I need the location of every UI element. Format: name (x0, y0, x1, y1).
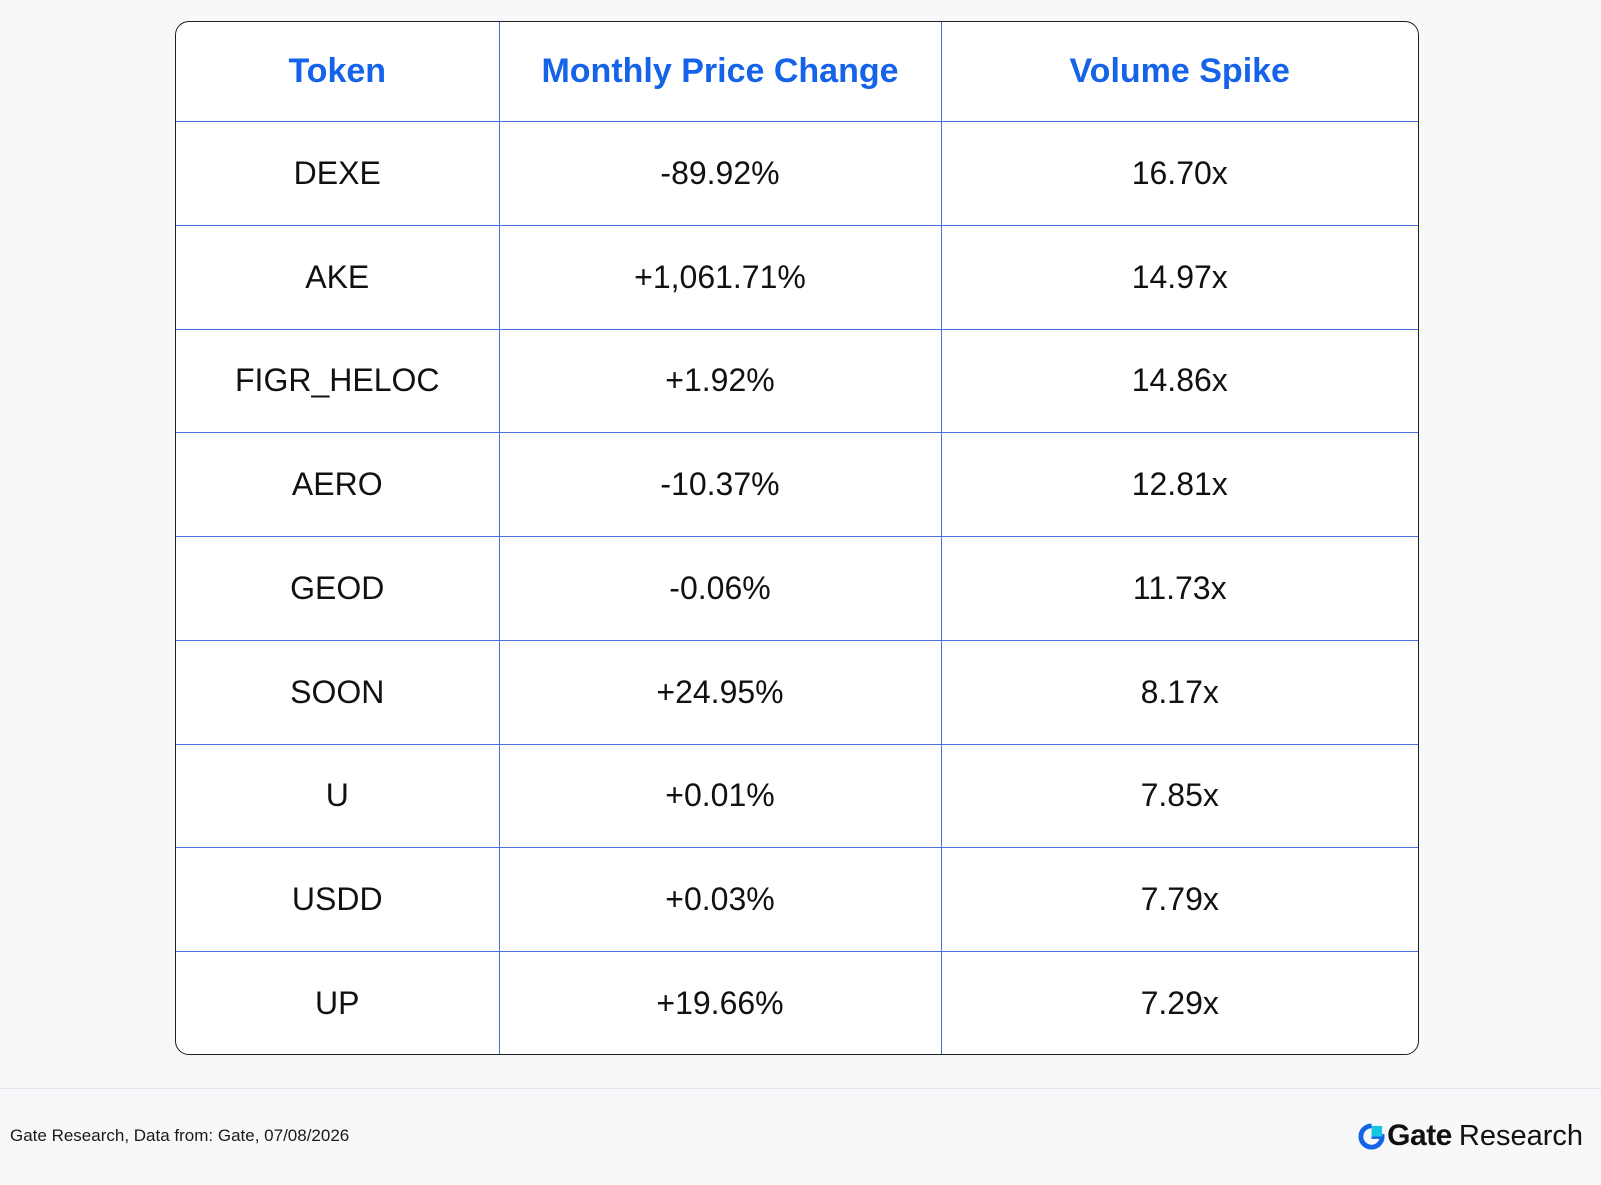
volume-spike-table: Token Monthly Price Change Volume Spike … (176, 22, 1418, 1054)
table-row: U +0.01% 7.85x (176, 743, 1418, 848)
header-volume-spike: Volume Spike (940, 22, 1418, 122)
table-row: DEXE -89.92% 16.70x (176, 121, 1418, 226)
brand-suffix: Research (1458, 1119, 1583, 1152)
token-cell: DEXE (293, 154, 381, 191)
token-cell: GEOD (176, 536, 499, 641)
table-header-row: Token Monthly Price Change Volume Spike (176, 22, 1418, 122)
token-cell: FIGR_HELOC (176, 328, 499, 433)
token-cell: AKE (176, 224, 499, 329)
volume-spike-cell: 11.73x (940, 536, 1418, 641)
gate-research-logo: Gate Research (1358, 1118, 1583, 1154)
table-row: USDD +0.03% 7.79x (176, 847, 1418, 952)
table-row: FIGR_HELOC +1.92% 14.86x (176, 328, 1418, 433)
volume-spike-cell: 14.86x (940, 328, 1418, 433)
price-change-cell: +0.03% (498, 847, 941, 952)
header-monthly-price-change: Monthly Price Change (498, 22, 941, 122)
table-row: UP +19.66% 7.29x (176, 951, 1418, 1054)
volume-spike-cell: 7.79x (940, 847, 1418, 952)
token-cell: SOON (176, 639, 499, 744)
token-cell: U (176, 743, 499, 848)
table-row: AERO -10.37% 12.81x (176, 432, 1418, 537)
volume-spike-cell: 7.85x (940, 743, 1418, 848)
price-change-cell: -0.06% (498, 536, 941, 641)
volume-spike-cell: 14.97x (940, 224, 1418, 329)
data-source-note: Gate Research, Data from: Gate, 07/08/20… (10, 1126, 350, 1145)
volume-spike-cell: 7.29x (940, 951, 1418, 1054)
brand-name: Gate (1387, 1119, 1452, 1152)
token-cell: USDD (176, 847, 499, 952)
price-change-cell: +1,061.71% (498, 224, 941, 329)
volume-spike-cell: 16.70x (940, 121, 1418, 226)
token-cell: UP (176, 951, 499, 1054)
table-row: GEOD -0.06% 11.73x (176, 536, 1418, 641)
price-change-cell: +24.95% (498, 639, 941, 744)
token-cell: AERO (176, 432, 499, 537)
gate-logo-icon (1358, 1122, 1385, 1149)
table-row: AKE +1,061.71% 14.97x (176, 224, 1418, 329)
footer-divider (0, 1088, 1601, 1089)
price-change-cell: -10.37% (498, 432, 941, 537)
data-table-frame: Token Monthly Price Change Volume Spike … (175, 21, 1419, 1055)
volume-spike-cell: 8.17x (940, 639, 1418, 744)
price-change-cell: +0.01% (498, 743, 941, 848)
price-change-cell: -89.92% (498, 121, 941, 226)
price-change-cell: +19.66% (498, 951, 941, 1054)
volume-spike-cell: 12.81x (940, 432, 1418, 537)
price-change-cell: +1.92% (498, 328, 941, 433)
table-row: SOON +24.95% 8.17x (176, 639, 1418, 744)
header-token: Token (176, 22, 499, 122)
